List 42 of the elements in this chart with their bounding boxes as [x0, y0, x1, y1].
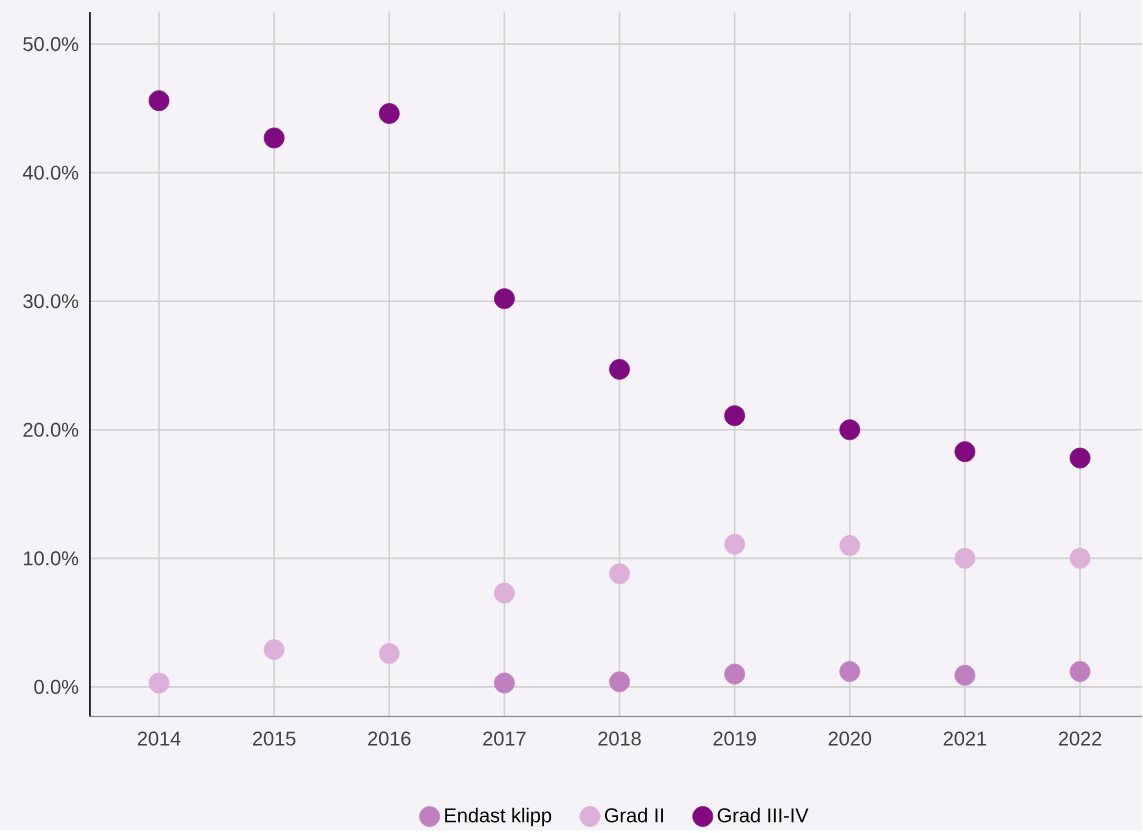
- point: [1069, 447, 1091, 469]
- y-tick-label: 50.0%: [23, 36, 79, 52]
- y-tick-label: 0.0%: [34, 679, 79, 694]
- legend-label: Grad II: [604, 807, 663, 823]
- x-tick-label: 2017: [483, 731, 526, 746]
- x-tick-label: 2015: [253, 731, 296, 746]
- point: [609, 358, 630, 380]
- x-tick-label: 2021: [943, 731, 987, 746]
- point: [1069, 547, 1091, 569]
- x-tick-label: 2022: [1058, 731, 1102, 746]
- y-tick-label: 10.0%: [23, 551, 79, 566]
- point: [609, 671, 630, 693]
- point: [378, 103, 400, 124]
- point: [148, 672, 170, 694]
- y-tick-label: 40.0%: [22, 165, 79, 180]
- point: [724, 405, 746, 426]
- point: [724, 533, 746, 555]
- x-tick-label: 2018: [598, 731, 641, 746]
- point: [494, 582, 515, 604]
- y-tick-label: 30.0%: [23, 294, 79, 309]
- point: [494, 288, 515, 309]
- point: [724, 663, 746, 685]
- point: [839, 661, 861, 682]
- point: [263, 127, 285, 149]
- point: [954, 441, 976, 462]
- y-tick-label: 20.0%: [23, 422, 79, 437]
- x-tick-label: 2016: [368, 731, 411, 746]
- legend-label: Endast klipp: [445, 807, 552, 827]
- point: [263, 639, 285, 660]
- point: [1069, 661, 1091, 682]
- x-tick-label: 2020: [828, 731, 872, 746]
- point: [609, 563, 630, 585]
- x-tick-label: 2019: [713, 731, 756, 746]
- point: [839, 535, 861, 556]
- x-tick-label: 2014: [137, 731, 181, 746]
- point: [954, 547, 976, 569]
- legend-label: Grad III-IV: [717, 807, 809, 823]
- point: [378, 642, 400, 664]
- point: [494, 672, 515, 694]
- point: [839, 419, 861, 441]
- point: [148, 90, 170, 111]
- point: [954, 664, 976, 686]
